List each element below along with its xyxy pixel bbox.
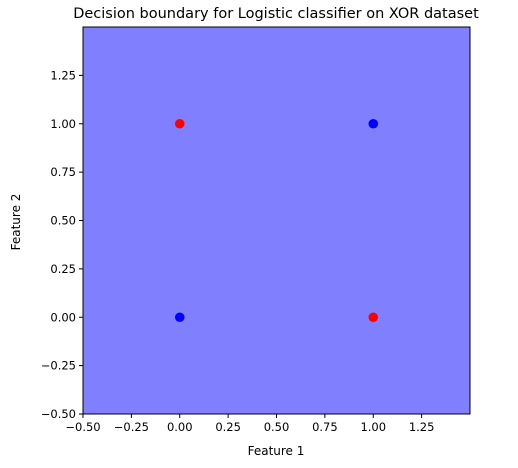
x-tick-label: 0.50 <box>264 420 290 434</box>
x-axis-label: Feature 1 <box>248 444 305 458</box>
y-tick-label: 1.25 <box>50 68 76 82</box>
y-tick-label: 0.25 <box>50 262 76 276</box>
y-tick-label: 0.00 <box>50 310 76 324</box>
decision-region <box>83 27 470 414</box>
y-axis-label: Feature 2 <box>9 194 23 251</box>
y-tick-label: −0.25 <box>41 359 76 373</box>
y-tick-label: 0.75 <box>50 165 76 179</box>
points-layer <box>174 118 379 323</box>
y-tick-label: 1.00 <box>50 117 76 131</box>
data-point <box>174 312 185 323</box>
data-point <box>368 118 379 129</box>
x-tick-label: −0.50 <box>65 420 100 434</box>
y-tick-label: −0.50 <box>41 407 76 421</box>
y-tick-label: 0.50 <box>50 214 76 228</box>
data-point <box>368 312 379 323</box>
x-tick-label: 0.75 <box>312 420 338 434</box>
x-tick-label: −0.25 <box>114 420 149 434</box>
plot-area <box>82 26 471 415</box>
x-tick-label: 0.25 <box>215 420 241 434</box>
y-axis: −0.50 −0.25 0.00 0.25 0.50 0.75 1.00 1.25 <box>41 68 83 421</box>
x-tick-label: 0.00 <box>167 420 193 434</box>
data-point <box>174 118 185 129</box>
x-tick-label: 1.25 <box>409 420 435 434</box>
x-axis: −0.50 −0.25 0.00 0.25 0.50 0.75 1.00 1.25 <box>65 414 434 434</box>
x-tick-label: 1.00 <box>360 420 386 434</box>
chart-title: Decision boundary for Logistic classifie… <box>73 6 479 22</box>
